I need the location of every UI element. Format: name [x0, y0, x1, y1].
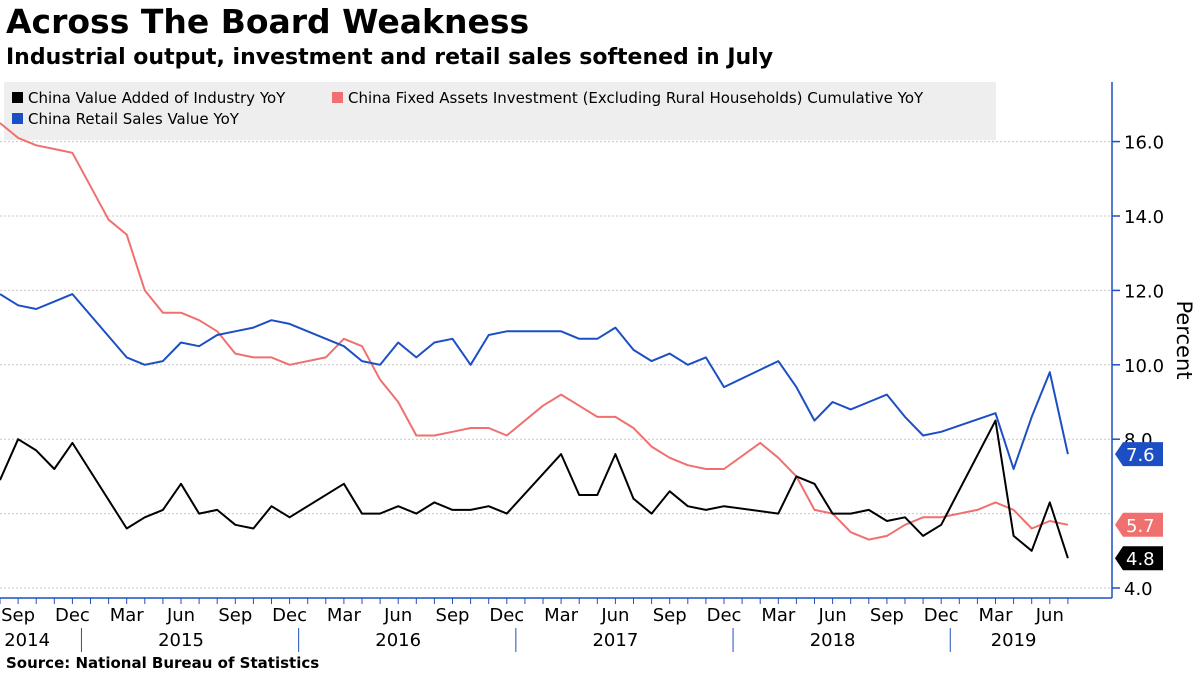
- x-tick-label: Sep: [1, 605, 35, 626]
- x-year-label: 2019: [991, 630, 1037, 651]
- chart-subtitle: Industrial output, investment and retail…: [6, 45, 774, 70]
- gridlines: [0, 141, 1112, 589]
- x-year-label: 2016: [375, 630, 421, 651]
- legend-swatch: [12, 92, 23, 103]
- y-tick-label: 10.0: [1124, 356, 1164, 377]
- chart-title: Across The Board Weakness: [6, 2, 530, 41]
- legend-label: China Value Added of Industry YoY: [28, 89, 286, 107]
- y-tick-label: 16.0: [1124, 133, 1164, 154]
- series-line: [0, 122, 1069, 541]
- last-value-label: 7.6: [1126, 445, 1155, 466]
- legend-label: China Fixed Assets Investment (Excluding…: [348, 89, 924, 107]
- x-tick-label: Mar: [110, 605, 145, 626]
- x-tick-label: Jun: [166, 605, 195, 626]
- x-year-label: 2017: [592, 630, 638, 651]
- x-year-label: 2014: [4, 630, 50, 651]
- legend: China Value Added of Industry YoY China F…: [4, 82, 996, 140]
- x-year-label: 2015: [158, 630, 204, 651]
- x-tick-label: Mar: [544, 605, 579, 626]
- x-tick-label: Sep: [653, 605, 687, 626]
- source-note: Source: National Bureau of Statistics: [6, 654, 320, 672]
- x-tick-label: Jun: [1035, 605, 1064, 626]
- series-line: [0, 419, 1069, 559]
- y-tick-label: 12.0: [1124, 281, 1164, 302]
- x-tick-label: Sep: [218, 605, 252, 626]
- x-tick-label: Dec: [707, 605, 742, 626]
- x-tick-label: Mar: [327, 605, 362, 626]
- x-tick-label: Dec: [55, 605, 90, 626]
- last-value-label: 4.8: [1126, 549, 1155, 570]
- x-tick-label: Jun: [383, 605, 412, 626]
- x-tick-label: Sep: [436, 605, 470, 626]
- legend-swatch: [12, 113, 23, 124]
- last-value-badge: [1115, 546, 1163, 571]
- x-tick-label: Sep: [870, 605, 904, 626]
- x-tick-label: Dec: [924, 605, 959, 626]
- last-value-badge: [1115, 442, 1163, 467]
- legend-background: [4, 82, 996, 140]
- x-tick-label: Dec: [489, 605, 524, 626]
- x-tick-label: Mar: [979, 605, 1014, 626]
- x-tick-label: Dec: [272, 605, 307, 626]
- last-value-badge: [1115, 512, 1163, 537]
- x-tick-label: Jun: [818, 605, 847, 626]
- x-tick-label: Jun: [600, 605, 629, 626]
- x-tick-label: Mar: [761, 605, 796, 626]
- series-line: [0, 293, 1069, 470]
- y-axis-title: Percent: [1172, 300, 1196, 379]
- last-value-badges: 4.8 5.7 7.6: [1115, 442, 1163, 571]
- legend-label: China Retail Sales Value YoY: [28, 110, 240, 128]
- legend-swatch: [332, 92, 343, 103]
- series-lines: [0, 122, 1069, 559]
- x-year-label: 2018: [810, 630, 856, 651]
- y-tick-label: 4.0: [1124, 579, 1153, 600]
- last-value-label: 5.7: [1126, 516, 1155, 537]
- y-tick-label: 14.0: [1124, 207, 1164, 228]
